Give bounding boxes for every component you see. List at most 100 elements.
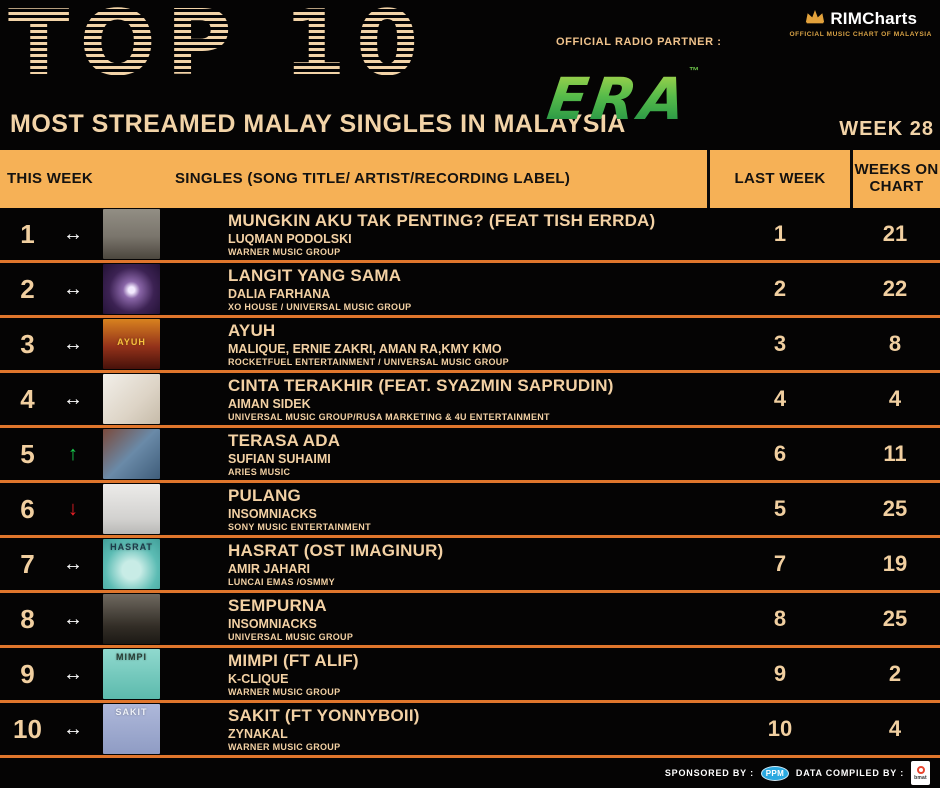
week-badge: WEEK 28 (839, 118, 934, 140)
movement-same-icon: ↔ (63, 388, 83, 410)
column-divider (707, 150, 710, 208)
song-title: AYUH (228, 321, 276, 340)
movement-same-icon: ↔ (63, 223, 83, 245)
table-row: 4 ↔ CINTA TERAKHIR (FEAT. SYAZMIN SAPRUD… (0, 373, 940, 428)
song-title: LANGIT YANG SAMA (228, 266, 402, 285)
rank-number: 3 (20, 328, 35, 359)
album-art (103, 594, 160, 644)
song-title: TERASA ADA (228, 431, 341, 450)
song-artist: DALIA FARHANA (228, 287, 331, 301)
table-row: 8 ↔ SEMPURNA INSOMNIACKS UNIVERSAL MUSIC… (0, 593, 940, 648)
last-week-value: 2 (773, 276, 787, 301)
weeks-on-chart-value: 25 (882, 606, 908, 631)
table-row: 6 ↓ PULANG INSOMNIACKS SONY MUSIC ENTERT… (0, 483, 940, 538)
song-meta: LANGIT YANG SAMA DALIA FARHANA XO HOUSE … (160, 266, 710, 312)
rim-crown-icon (804, 8, 826, 29)
table-row: 9 ↔ MIMPI MIMPI (FT ALIF) K-CLIQUE WARNE… (0, 648, 940, 703)
table-header: THIS WEEK SINGLES (SONG TITLE/ ARTIST/RE… (0, 150, 940, 208)
album-art (103, 209, 160, 259)
table-row: 7 ↔ HASRAT HASRAT (OST IMAGINUR) AMIR JA… (0, 538, 940, 593)
album-art (103, 374, 160, 424)
song-meta: PULANG INSOMNIACKS SONY MUSIC ENTERTAINM… (160, 486, 710, 532)
column-header-singles: SINGLES (SONG TITLE/ ARTIST/RECORDING LA… (175, 169, 571, 187)
record-label: XO HOUSE / UNIVERSAL MUSIC GROUP (228, 302, 412, 312)
chart-rows: 1 ↔ MUNGKIN AKU TAK PENTING? (FEAT TISH … (0, 208, 940, 758)
banner: TOP 10 MOST STREAMED MALAY SINGLES IN MA… (0, 0, 940, 150)
table-row: 2 ↔ LANGIT YANG SAMA DALIA FARHANA XO HO… (0, 263, 940, 318)
movement-same-icon: ↔ (63, 718, 83, 740)
rimcharts-name: RIMCharts (830, 8, 918, 28)
data-compiled-by-label: DATA COMPILED BY : (795, 768, 904, 778)
album-art: HASRAT (103, 539, 160, 589)
song-meta: SAKIT (FT YONNYBOII) ZYNAKAL WARNER MUSI… (160, 706, 710, 752)
movement-same-icon: ↔ (63, 278, 83, 300)
column-header-last-week: LAST WEEK (734, 169, 826, 187)
movement-same-icon: ↔ (63, 608, 83, 630)
era-trademark: ™ (689, 66, 700, 77)
rimcharts-tagline: OFFICIAL MUSIC CHART OF MALAYSIA (789, 31, 932, 38)
song-title: MIMPI (FT ALIF) (228, 651, 359, 670)
weeks-on-chart-value: 19 (882, 551, 908, 576)
song-meta: TERASA ADA SUFIAN SUHAIMI ARIES MUSIC (160, 431, 710, 477)
weeks-on-chart-value: 21 (882, 221, 908, 246)
weeks-on-chart-value: 4 (888, 716, 902, 741)
song-title: MUNGKIN AKU TAK PENTING? (FEAT TISH ERRD… (228, 211, 656, 230)
weeks-on-chart-value: 22 (882, 276, 908, 301)
record-label: WARNER MUSIC GROUP (228, 687, 341, 697)
song-artist: INSOMNIACKS (228, 617, 317, 631)
sponsored-by-label: SPONSORED BY : (664, 768, 754, 778)
rank-number: 1 (20, 218, 35, 249)
song-title: SEMPURNA (228, 596, 327, 615)
movement-same-icon: ↔ (63, 333, 83, 355)
movement-down-icon: ↓ (68, 498, 78, 520)
weeks-on-chart-value: 8 (888, 331, 902, 356)
song-artist: LUQMAN PODOLSKI (228, 232, 352, 246)
song-meta: MUNGKIN AKU TAK PENTING? (FEAT TISH ERRD… (160, 211, 710, 257)
album-art-text: SAKIT (115, 707, 148, 717)
song-meta: HASRAT (OST IMAGINUR) AMIR JAHARI LUNCAI… (160, 541, 710, 587)
song-meta: AYUH MALIQUE, ERNIE ZAKRI, AMAN RA,KMY K… (160, 321, 710, 367)
song-meta: MIMPI (FT ALIF) K-CLIQUE WARNER MUSIC GR… (160, 651, 710, 697)
last-week-value: 3 (773, 331, 787, 356)
record-label: WARNER MUSIC GROUP (228, 247, 341, 257)
weeks-on-chart-value: 2 (888, 661, 902, 686)
bmat-ring-icon (916, 765, 925, 774)
song-artist: MALIQUE, ERNIE ZAKRI, AMAN RA,KMY KMO (228, 342, 502, 356)
movement-same-icon: ↔ (63, 663, 83, 685)
footer: SPONSORED BY : PPM DATA COMPILED BY : bm… (0, 758, 940, 788)
album-art (103, 484, 160, 534)
last-week-value: 8 (773, 606, 787, 631)
rank-number: 6 (20, 493, 35, 524)
song-title: CINTA TERAKHIR (FEAT. SYAZMIN SAPRUDIN) (228, 376, 614, 395)
weeks-on-chart-value: 4 (888, 386, 902, 411)
page-subtitle: MOST STREAMED MALAY SINGLES IN MALAYSIA (10, 110, 626, 138)
weeks-on-chart-value: 11 (883, 441, 907, 466)
record-label: UNIVERSAL MUSIC GROUP/RUSA MARKETING & 4… (228, 412, 550, 422)
rank-number: 9 (20, 658, 35, 689)
album-art (103, 429, 160, 479)
song-artist: AMIR JAHARI (228, 562, 310, 576)
rank-number: 4 (20, 383, 35, 414)
era-logo-text: ERA (543, 65, 694, 133)
rank-number: 8 (20, 603, 35, 634)
column-divider (850, 150, 853, 208)
album-art: AYUH (103, 319, 160, 369)
album-art-text: AYUH (117, 337, 146, 347)
last-week-value: 4 (773, 386, 787, 411)
song-title: SAKIT (FT YONNYBOII) (228, 706, 420, 725)
table-row: 1 ↔ MUNGKIN AKU TAK PENTING? (FEAT TISH … (0, 208, 940, 263)
table-row: 10 ↔ SAKIT SAKIT (FT YONNYBOII) ZYNAKAL … (0, 703, 940, 758)
bmat-logo: bmat (911, 761, 930, 785)
last-week-value: 7 (773, 551, 787, 576)
song-artist: AIMAN SIDEK (228, 397, 311, 411)
last-week-value: 6 (773, 441, 787, 466)
rank-number: 7 (20, 548, 35, 579)
record-label: ARIES MUSIC (228, 467, 291, 477)
table-row: 3 ↔ AYUH AYUH MALIQUE, ERNIE ZAKRI, AMAN… (0, 318, 940, 373)
record-label: WARNER MUSIC GROUP (228, 742, 341, 752)
rank-number: 5 (20, 438, 35, 469)
song-title: PULANG (228, 486, 301, 505)
album-art: MIMPI (103, 649, 160, 699)
song-artist: SUFIAN SUHAIMI (228, 452, 331, 466)
